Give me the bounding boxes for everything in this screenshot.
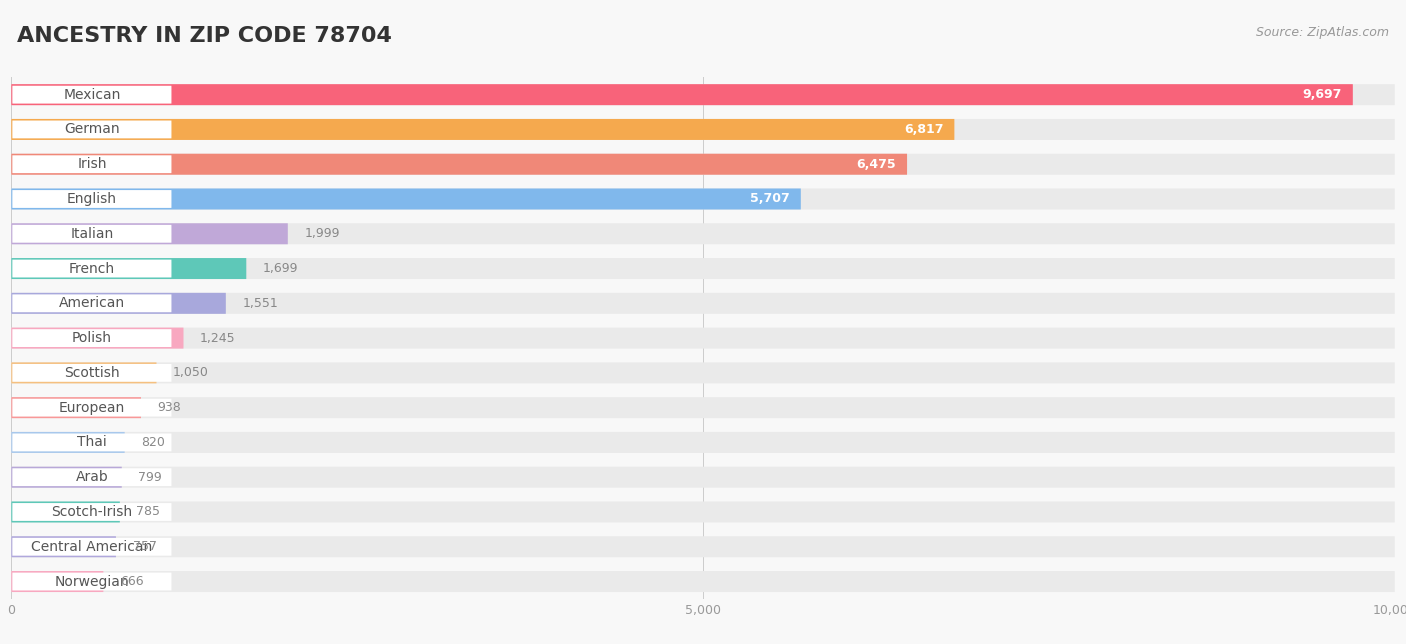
Text: 938: 938 (157, 401, 181, 414)
Text: 820: 820 (141, 436, 165, 449)
FancyBboxPatch shape (11, 397, 141, 418)
FancyBboxPatch shape (11, 536, 115, 557)
Text: French: French (69, 261, 115, 276)
Text: 6,475: 6,475 (856, 158, 896, 171)
FancyBboxPatch shape (13, 86, 172, 104)
FancyBboxPatch shape (11, 571, 1395, 592)
Text: 1,245: 1,245 (200, 332, 236, 345)
Text: Mexican: Mexican (63, 88, 121, 102)
FancyBboxPatch shape (13, 120, 172, 138)
Text: 1,999: 1,999 (305, 227, 340, 240)
FancyBboxPatch shape (13, 155, 172, 173)
FancyBboxPatch shape (11, 328, 1395, 348)
FancyBboxPatch shape (13, 573, 172, 591)
FancyBboxPatch shape (13, 190, 172, 208)
Text: 666: 666 (120, 575, 143, 588)
FancyBboxPatch shape (13, 225, 172, 243)
Text: Central American: Central American (31, 540, 152, 554)
FancyBboxPatch shape (11, 363, 156, 383)
Text: Arab: Arab (76, 470, 108, 484)
FancyBboxPatch shape (13, 329, 172, 347)
FancyBboxPatch shape (13, 468, 172, 486)
Text: Scotch-Irish: Scotch-Irish (52, 505, 132, 519)
FancyBboxPatch shape (11, 258, 246, 279)
FancyBboxPatch shape (11, 119, 955, 140)
FancyBboxPatch shape (11, 154, 907, 175)
Text: English: English (67, 192, 117, 206)
Text: Irish: Irish (77, 157, 107, 171)
FancyBboxPatch shape (11, 502, 1395, 522)
Text: 1,050: 1,050 (173, 366, 209, 379)
Text: Source: ZipAtlas.com: Source: ZipAtlas.com (1256, 26, 1389, 39)
FancyBboxPatch shape (11, 536, 1395, 557)
Text: German: German (65, 122, 120, 137)
FancyBboxPatch shape (11, 258, 1395, 279)
FancyBboxPatch shape (11, 84, 1353, 105)
Text: Norwegian: Norwegian (55, 574, 129, 589)
FancyBboxPatch shape (13, 399, 172, 417)
Text: 1,699: 1,699 (263, 262, 298, 275)
FancyBboxPatch shape (11, 84, 1395, 105)
FancyBboxPatch shape (11, 223, 1395, 244)
FancyBboxPatch shape (11, 363, 1395, 383)
FancyBboxPatch shape (13, 364, 172, 382)
Text: 9,697: 9,697 (1302, 88, 1341, 101)
FancyBboxPatch shape (11, 467, 122, 488)
Text: 6,817: 6,817 (904, 123, 943, 136)
Text: 5,707: 5,707 (749, 193, 790, 205)
Text: 799: 799 (138, 471, 162, 484)
Text: European: European (59, 401, 125, 415)
FancyBboxPatch shape (11, 293, 1395, 314)
FancyBboxPatch shape (11, 223, 288, 244)
FancyBboxPatch shape (11, 119, 1395, 140)
FancyBboxPatch shape (11, 432, 125, 453)
FancyBboxPatch shape (13, 538, 172, 556)
Text: Italian: Italian (70, 227, 114, 241)
FancyBboxPatch shape (13, 294, 172, 312)
FancyBboxPatch shape (11, 467, 1395, 488)
FancyBboxPatch shape (11, 397, 1395, 418)
Text: Thai: Thai (77, 435, 107, 450)
FancyBboxPatch shape (13, 503, 172, 521)
FancyBboxPatch shape (11, 432, 1395, 453)
FancyBboxPatch shape (11, 154, 1395, 175)
Text: 1,551: 1,551 (242, 297, 278, 310)
FancyBboxPatch shape (11, 189, 801, 209)
Text: 757: 757 (132, 540, 156, 553)
Text: American: American (59, 296, 125, 310)
FancyBboxPatch shape (11, 502, 120, 522)
FancyBboxPatch shape (13, 433, 172, 451)
FancyBboxPatch shape (11, 571, 104, 592)
Text: Polish: Polish (72, 331, 112, 345)
FancyBboxPatch shape (11, 328, 184, 348)
Text: Scottish: Scottish (65, 366, 120, 380)
FancyBboxPatch shape (11, 293, 226, 314)
Text: ANCESTRY IN ZIP CODE 78704: ANCESTRY IN ZIP CODE 78704 (17, 26, 392, 46)
FancyBboxPatch shape (13, 260, 172, 278)
FancyBboxPatch shape (11, 189, 1395, 209)
Text: 785: 785 (136, 506, 160, 518)
